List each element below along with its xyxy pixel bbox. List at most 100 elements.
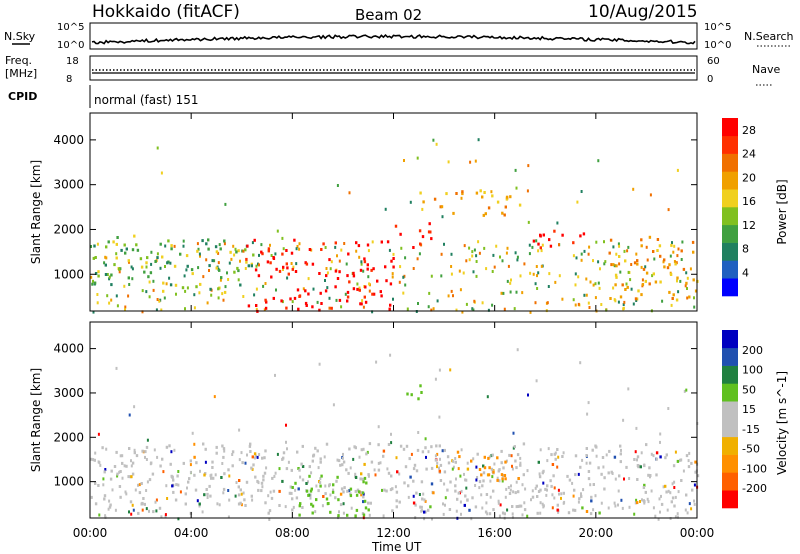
echo-cell <box>500 449 503 453</box>
echo-cell <box>311 459 314 463</box>
echo-cell <box>291 300 294 304</box>
echo-cell <box>680 249 683 253</box>
echo-cell <box>637 289 640 293</box>
echo-cell <box>677 290 680 294</box>
echo-cell <box>665 490 668 494</box>
echo-cell <box>172 478 175 482</box>
echo-cell <box>263 471 267 475</box>
echo-cell <box>382 454 385 458</box>
echo-cell <box>182 239 185 243</box>
echo-cell <box>124 308 126 312</box>
echo-cell <box>538 475 542 479</box>
echo-cell <box>264 298 267 302</box>
echo-cell <box>127 475 130 479</box>
echo-cell <box>105 447 108 451</box>
echo-cell <box>561 455 564 458</box>
echo-cell <box>318 272 321 275</box>
echo-cell <box>410 452 413 456</box>
echo-cell <box>540 264 543 268</box>
echo-cell <box>118 270 121 274</box>
echo-cell <box>514 459 517 463</box>
power-ylabel: Slant Range [km] <box>29 160 43 264</box>
echo-cell <box>562 501 565 505</box>
colorbar-segment <box>722 490 738 509</box>
echo-cell <box>608 449 611 453</box>
echo-cell <box>235 481 238 484</box>
echo-cell <box>96 293 99 296</box>
echo-cell <box>131 461 135 465</box>
echo-cell <box>635 498 638 502</box>
echo-cell <box>159 266 162 270</box>
echo-cell <box>620 448 622 452</box>
echo-cell <box>475 254 478 258</box>
echo-cell <box>438 469 441 473</box>
echo-cell <box>108 499 111 503</box>
echo-cell <box>577 302 580 306</box>
echo-cell <box>309 493 312 497</box>
echo-cell <box>487 206 491 210</box>
y-tick-label: 3000 <box>53 178 84 192</box>
echo-cell <box>103 497 106 501</box>
echo-cell <box>99 463 102 467</box>
echo-cell <box>248 444 252 448</box>
echo-cell <box>483 455 486 459</box>
echo-cell <box>483 466 487 470</box>
echo-cell <box>160 308 163 312</box>
echo-cell <box>250 466 253 470</box>
echo-cell <box>96 242 99 246</box>
echo-cell <box>123 243 126 247</box>
echo-cell <box>336 475 339 479</box>
echo-cell <box>305 304 308 307</box>
echo-cell <box>217 296 220 300</box>
echo-cell <box>267 511 270 515</box>
echo-cell <box>193 473 196 477</box>
echo-cell <box>455 477 457 481</box>
echo-cell <box>420 391 423 394</box>
echo-cell <box>390 474 393 478</box>
echo-cell <box>669 491 672 495</box>
echo-cell <box>459 500 462 504</box>
echo-cell <box>137 511 140 515</box>
echo-cell <box>452 294 454 298</box>
echo-cell <box>362 480 365 484</box>
echo-cell <box>315 498 318 502</box>
echo-cell <box>355 493 359 497</box>
echo-cell <box>644 265 647 269</box>
echo-cell <box>347 252 350 256</box>
echo-cell <box>272 489 276 493</box>
echo-cell <box>307 493 310 497</box>
echo-cell <box>550 453 553 457</box>
echo-cell <box>649 193 652 197</box>
echo-cell <box>489 495 492 499</box>
echo-cell <box>553 496 556 500</box>
echo-cell <box>120 248 123 252</box>
echo-cell <box>496 456 499 460</box>
echo-cell <box>320 474 323 478</box>
echo-cell <box>515 466 518 470</box>
echo-cell <box>104 468 107 471</box>
echo-cell <box>562 451 565 455</box>
echo-cell <box>460 196 463 200</box>
echo-cell <box>490 467 494 471</box>
colorbar-tick-label: 100 <box>742 364 763 377</box>
colorbar-segment <box>722 189 738 208</box>
echo-cell <box>597 159 600 163</box>
echo-cell <box>673 504 676 508</box>
echo-cell <box>380 240 383 244</box>
echo-cell <box>573 488 576 492</box>
echo-cell <box>384 207 387 211</box>
echo-cell <box>647 473 650 477</box>
echo-cell <box>237 493 241 497</box>
echo-cell <box>318 481 322 485</box>
echo-cell <box>112 240 115 244</box>
echo-cell <box>528 252 531 256</box>
echo-cell <box>618 262 621 266</box>
echo-cell <box>215 445 218 449</box>
echo-cell <box>231 464 234 468</box>
echo-cell <box>502 291 505 295</box>
echo-cell <box>205 242 208 246</box>
echo-cell <box>296 450 299 454</box>
echo-cell <box>358 255 361 259</box>
echo-cell <box>398 280 401 284</box>
echo-cell <box>572 254 575 258</box>
